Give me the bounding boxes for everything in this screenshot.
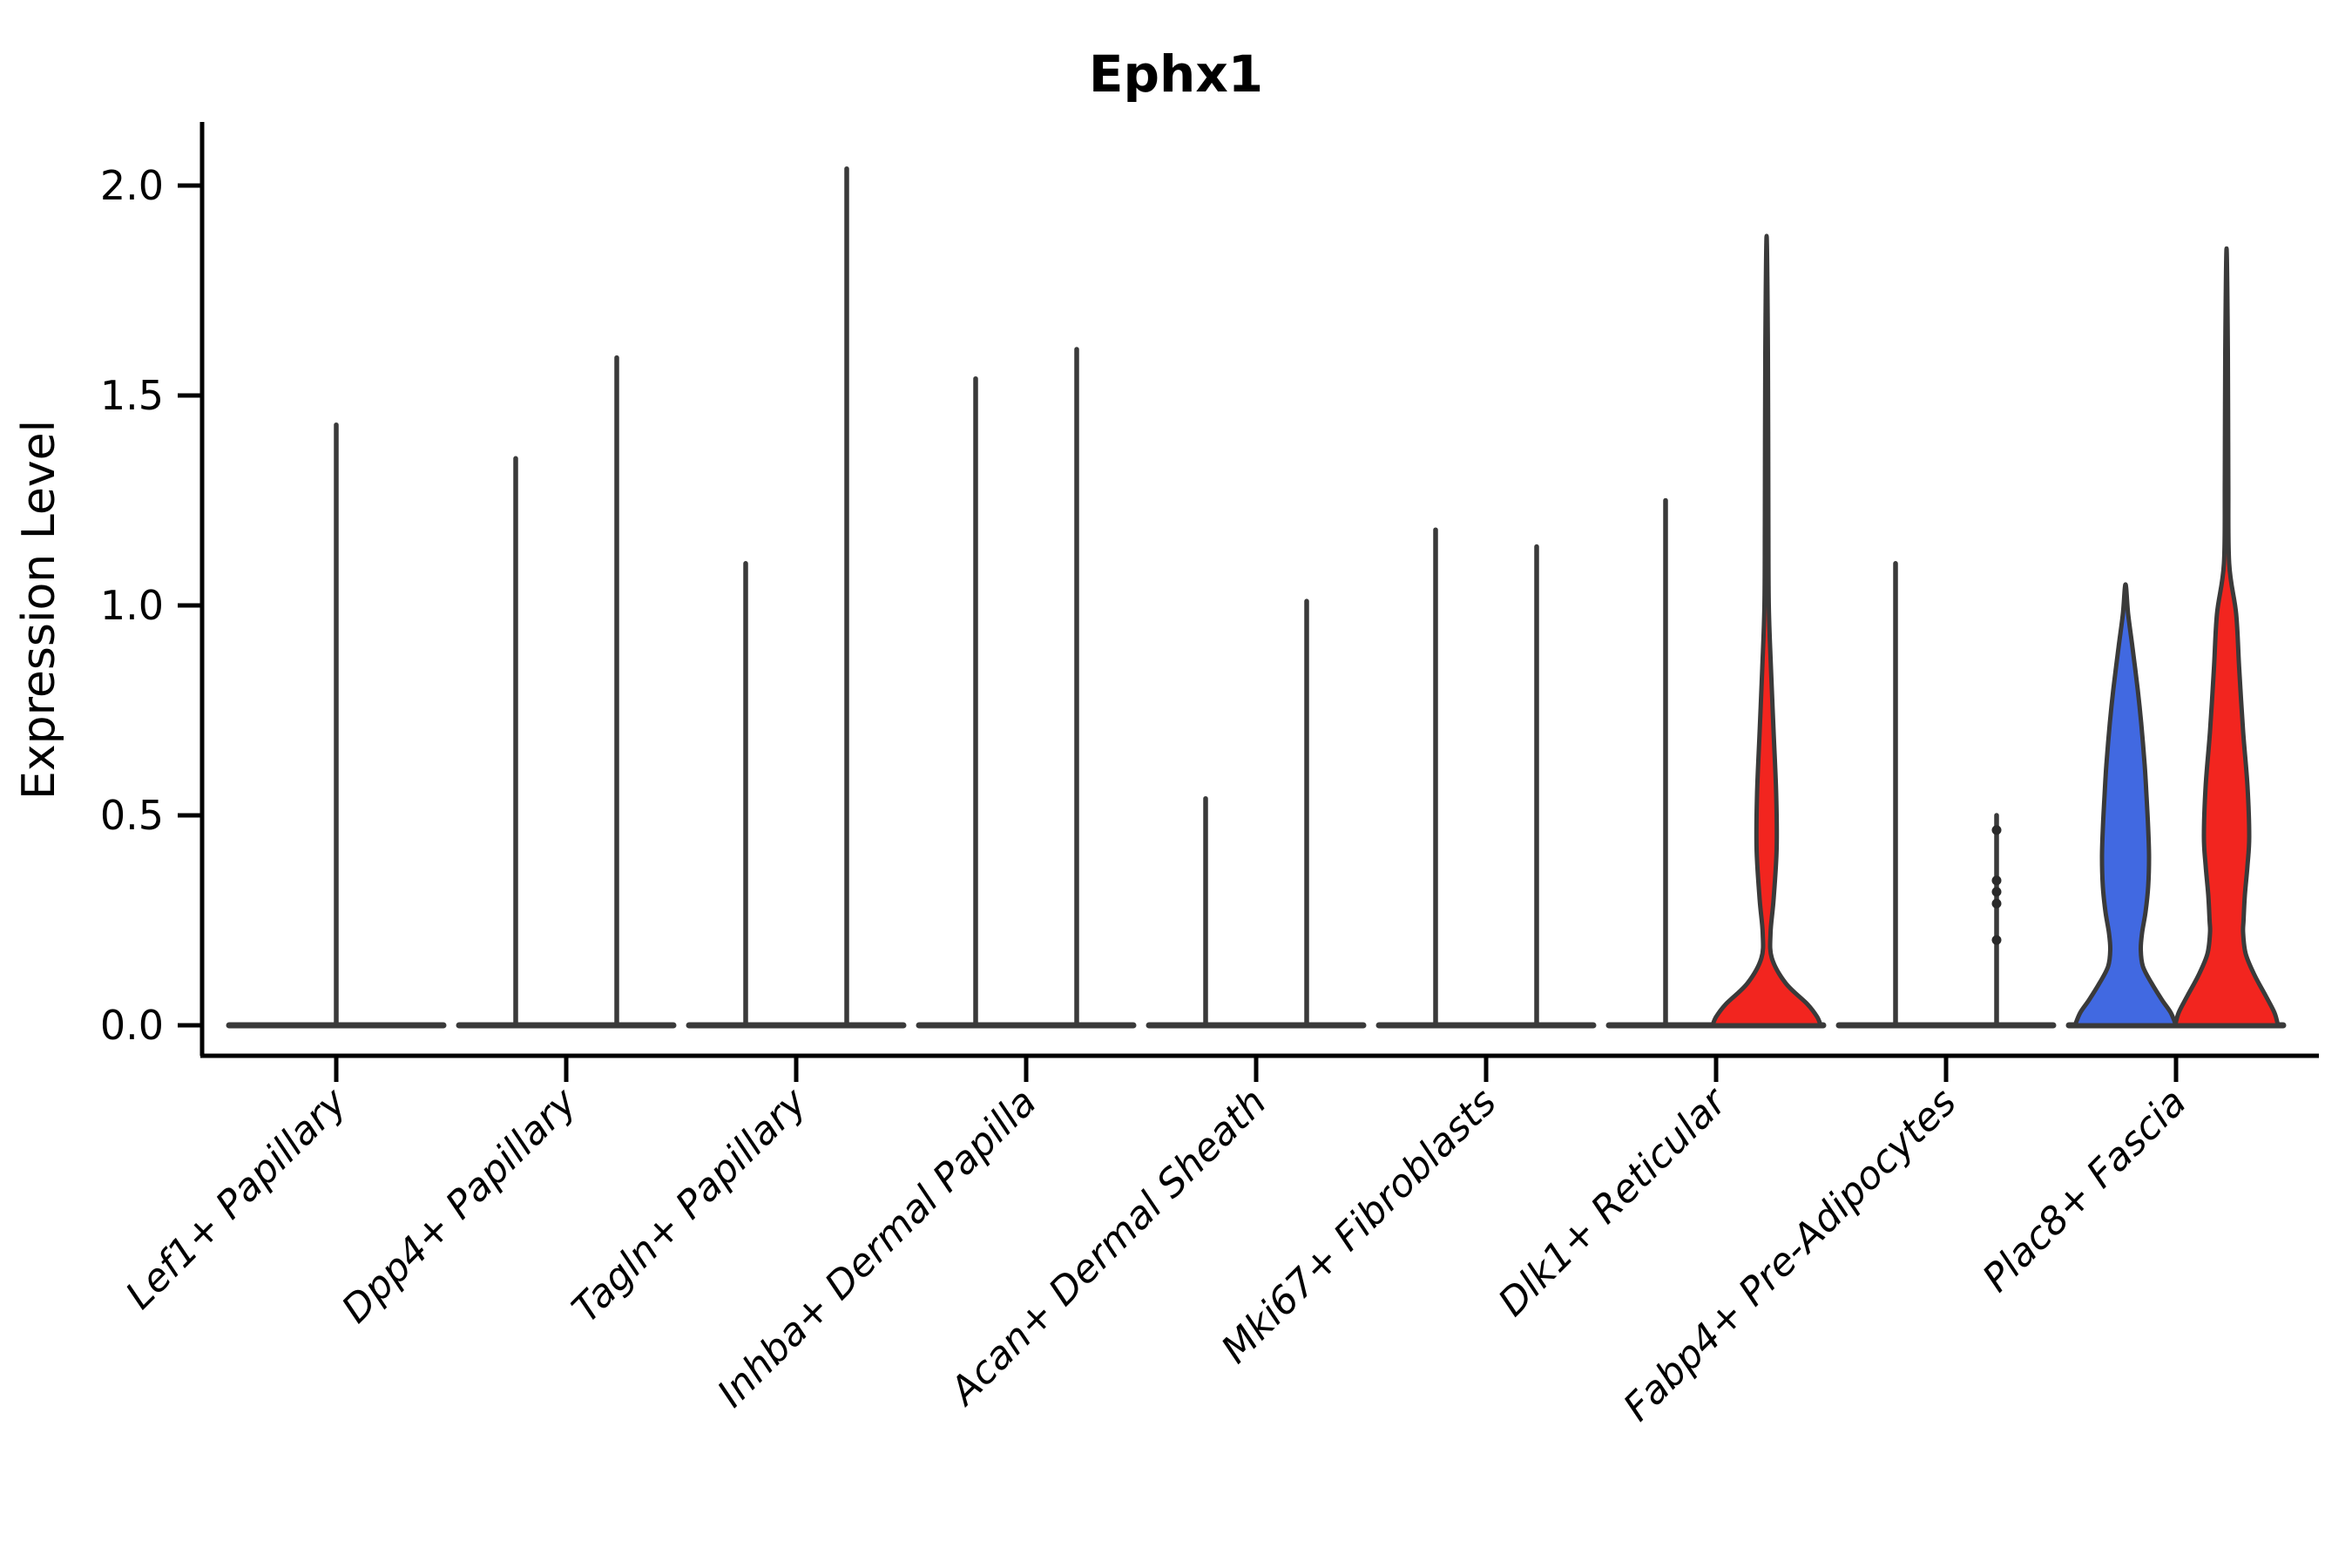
x-tick-label-tagln-papillary: Tagln+ Papillary xyxy=(564,1079,815,1331)
jitter-point-fabp4-pre-adipocytes xyxy=(1991,898,2002,909)
violin-body-dlk1-reticular-red xyxy=(1710,233,1823,1028)
jitter-point-fabp4-pre-adipocytes xyxy=(1991,935,2002,945)
y-tick-label: 2.0 xyxy=(100,162,164,209)
y-tick-label: 0.0 xyxy=(100,1002,164,1049)
y-tick-label: 1.0 xyxy=(100,582,164,629)
y-tick-label: 1.5 xyxy=(100,372,164,419)
x-tick-label-dpp4-papillary: Dpp4+ Papillary xyxy=(334,1079,586,1332)
x-tick-label-lef1-papillary: Lef1+ Papillary xyxy=(118,1079,356,1318)
violin-body-plac8-fascia-blue xyxy=(2072,582,2179,1028)
violin-body-plac8-fascia-red xyxy=(2173,246,2281,1028)
chart-title: Ephx1 xyxy=(1089,44,1263,104)
y-axis-label: Expression Level xyxy=(13,420,65,800)
jitter-point-fabp4-pre-adipocytes xyxy=(1991,887,2002,897)
y-tick-label: 0.5 xyxy=(100,792,164,839)
jitter-point-fabp4-pre-adipocytes xyxy=(1991,825,2002,835)
x-tick-label-plac8-fascia: Plac8+ Fascia xyxy=(1974,1080,2194,1301)
jitter-point-fabp4-pre-adipocytes xyxy=(1991,875,2002,886)
x-tick-label-dlk1-reticular: Dlk1+ Reticular xyxy=(1490,1078,1736,1325)
